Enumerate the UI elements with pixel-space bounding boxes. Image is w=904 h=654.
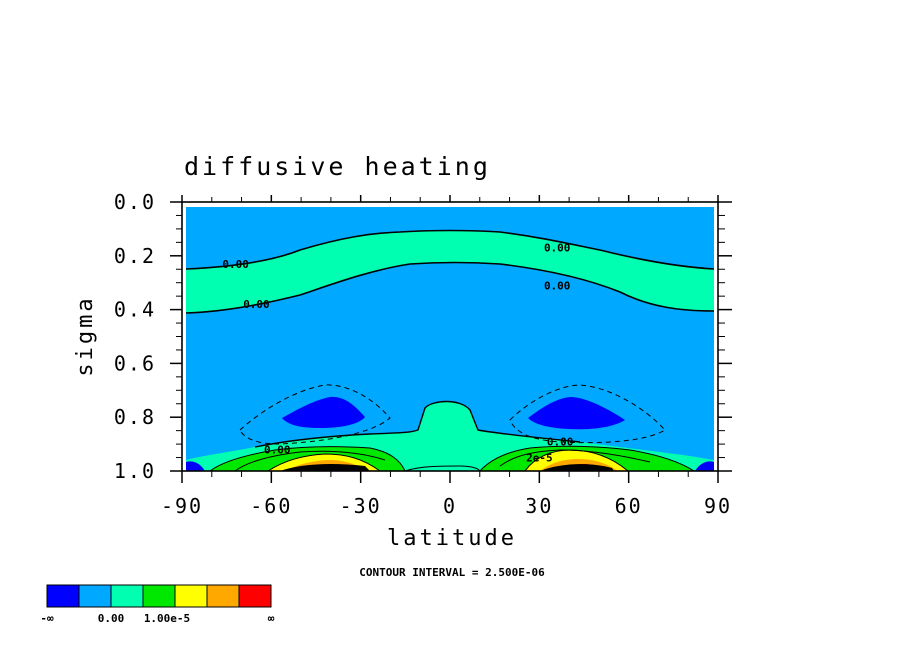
- colorbar-swatch: [110, 584, 144, 608]
- x-tick-label: 90: [704, 494, 732, 518]
- colorbar-label: -∞: [40, 612, 54, 625]
- colorbar-label: 1.00e-5: [144, 612, 190, 625]
- contour-interval-note: CONTOUR INTERVAL = 2.500E-06: [359, 566, 545, 579]
- contour-line-upper-top: [186, 229, 714, 270]
- colorbar-swatch: [174, 584, 208, 608]
- chart-title: diffusive heating: [184, 152, 491, 181]
- colorbar-swatch: [78, 584, 112, 608]
- colorbar-swatch: [142, 584, 176, 608]
- surface-dense-contours: [280, 463, 614, 471]
- colorbar-label: 0.00: [98, 612, 125, 625]
- y-tick-label: 0.4: [114, 298, 156, 322]
- negative-lobe-north: [528, 397, 625, 430]
- y-tick-label: 0.6: [114, 351, 156, 375]
- y-tick-label: 0.0: [114, 190, 156, 214]
- contour-label: 0.00: [544, 242, 571, 255]
- contour-labels: 0.00 0.00 0.00 0.00 0.00 0.00 2e-5: [222, 242, 573, 465]
- pole-patch-south: [186, 461, 205, 471]
- contour-label: 0.00: [544, 279, 571, 292]
- contour-label: 0.00: [547, 435, 574, 448]
- surface-contour-lines: [209, 445, 695, 471]
- contour-label: 0.00: [222, 258, 249, 271]
- negative-lobe-south: [282, 396, 365, 428]
- x-tick-label: 30: [525, 494, 553, 518]
- contour-label: 2e-5: [526, 452, 553, 465]
- x-axis-label: latitude: [387, 526, 517, 551]
- dashed-contour-south: [239, 384, 391, 445]
- x-tick-label: 0: [443, 494, 457, 518]
- y-axis-label: sigma: [73, 295, 98, 376]
- x-tick-label: -90: [161, 494, 203, 518]
- contour-label: 0.00: [243, 298, 270, 311]
- x-tick-label: 60: [615, 494, 643, 518]
- y-tick-label: 1.0: [114, 459, 156, 483]
- contour-line-low-level: [254, 400, 581, 448]
- x-axis: -90 -60 -30 0 30 60 90: [161, 195, 732, 518]
- x-tick-label: -30: [340, 494, 382, 518]
- contour-line-upper-bottom: [186, 261, 714, 314]
- y-tick-label: 0.2: [114, 244, 156, 268]
- colorbar-swatch: [206, 584, 240, 608]
- pole-patch-north: [695, 461, 714, 471]
- colorbar-swatch: [238, 584, 272, 608]
- y-tick-label: 0.8: [114, 405, 156, 429]
- colorbar-label: ∞: [268, 612, 275, 625]
- y-axis: 0.0 0.2 0.4 0.6 0.8 1.0: [114, 190, 732, 483]
- x-tick-label: -60: [250, 494, 292, 518]
- colorbar-swatch: [46, 584, 80, 608]
- contour-label: 0.00: [264, 443, 291, 456]
- colorbar: -∞ 0.00 1.00e-5 ∞: [40, 584, 275, 625]
- upper-positive-band: [186, 230, 714, 313]
